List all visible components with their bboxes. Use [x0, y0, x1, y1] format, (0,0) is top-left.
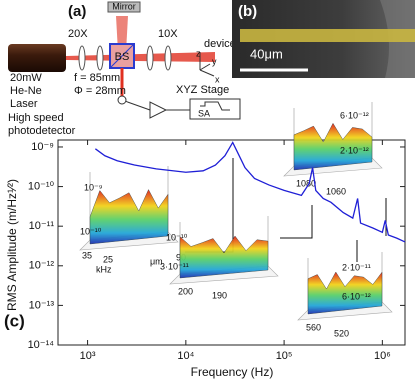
inset-tick-label: 3·10⁻¹¹ [160, 261, 189, 271]
inset-tick-label: 25 [103, 254, 113, 264]
analyzer-label: SA [198, 108, 210, 118]
plot-frame [57, 139, 406, 346]
laser-label: Laser [10, 98, 38, 110]
inset-tick-label: 190 [212, 290, 227, 300]
inset-tick-label: kHz [96, 264, 112, 274]
laser-label: 20mW [10, 72, 42, 84]
axis-y [199, 63, 211, 71]
inset-tick-label: 6·10⁻¹² [340, 110, 369, 120]
arrow [280, 205, 313, 239]
inset-tick-label: 1060 [326, 186, 346, 196]
x-axis-label: Frequency (Hz) [191, 365, 274, 379]
setup: (a) 20X 10X Mirror BS device z y x 20mW … [8, 1, 241, 137]
lens [146, 45, 154, 71]
beam [66, 52, 215, 62]
y-tick-label: 10⁻¹⁴ [28, 339, 55, 351]
axis-label: y [212, 56, 217, 66]
objective-label: 10X [158, 28, 178, 40]
axis-x [199, 69, 215, 77]
bs-label: BS [115, 51, 130, 63]
axis-label: x [215, 74, 220, 84]
y-tick-label: 10⁻⁹ [31, 141, 54, 153]
inset-tick-label: 10⁻¹⁰ [166, 232, 188, 242]
analyzer-box [189, 98, 241, 120]
x-tick-label: 10⁶ [374, 350, 391, 362]
inset-surface [307, 271, 383, 315]
panel-label: (a) [68, 3, 86, 20]
spectrum-line [94, 141, 406, 243]
y-tick-label: 10⁻¹¹ [29, 220, 55, 232]
inset-tick-label: 10⁻¹⁰ [80, 226, 102, 236]
inset-surface [293, 122, 373, 171]
lens [96, 45, 104, 71]
inset-tick-label: 6·10⁻¹² [342, 291, 371, 301]
inset-tick-label: 2·10⁻¹¹ [342, 262, 371, 272]
inset-tick-label: μm [150, 256, 163, 266]
detector-label: photodetector [8, 125, 76, 137]
inset-surface [179, 235, 269, 279]
x-tick-label: 10⁵ [276, 350, 293, 362]
inset-tick-label: 35 [82, 250, 92, 260]
inset-tick-label: 10⁻⁹ [84, 182, 103, 192]
wire [121, 99, 151, 111]
y-tick-label: 10⁻¹² [29, 260, 55, 272]
device-label: device [204, 38, 236, 50]
x-tick-label: 10⁴ [177, 350, 194, 362]
panel-label: (b) [238, 3, 257, 20]
x-tick-label: 10³ [80, 350, 96, 362]
axis-label: z [196, 48, 201, 58]
lens [78, 45, 86, 71]
y-axis-label: RMS Amplitude (m/Hz¹⁄²) [5, 179, 19, 311]
cantilever [240, 29, 415, 42]
panel-label: (c) [4, 311, 25, 330]
laser [8, 44, 66, 72]
y-tick-label: 10⁻¹³ [29, 299, 55, 311]
mirror-label: Mirror [112, 1, 136, 11]
splitter-diagonal [109, 43, 135, 69]
inset-surface [89, 189, 169, 245]
amplifier [149, 101, 168, 119]
scale-label: 40μm [250, 46, 283, 61]
mirror [107, 1, 141, 13]
inset-tick-label: 2·10⁻¹² [340, 145, 369, 155]
detector-label: High speed [8, 112, 64, 124]
inset-tick-label: 520 [334, 328, 349, 338]
photodetector [117, 95, 127, 105]
lens-label: Φ = 28mm [74, 85, 126, 97]
lens-label: f = 85mm [74, 72, 120, 84]
objective-label: 20X [68, 28, 88, 40]
stage-label: XYZ Stage [176, 84, 229, 96]
analyzer-trace [200, 101, 230, 111]
laser-label: He-Ne [10, 85, 42, 97]
micrograph: 40μm (b) [232, 0, 415, 78]
inset-tick-label: 1080 [296, 178, 316, 188]
inset-tick-label: 200 [178, 286, 193, 296]
insets: 10⁻⁹10⁻¹⁰3525kHzμm9010⁻¹⁰3·10⁻¹¹2001906·… [79, 102, 393, 338]
y-tick-label: 10⁻¹⁰ [28, 180, 55, 192]
inset-tick-label: 560 [306, 322, 321, 332]
lens [164, 45, 172, 71]
